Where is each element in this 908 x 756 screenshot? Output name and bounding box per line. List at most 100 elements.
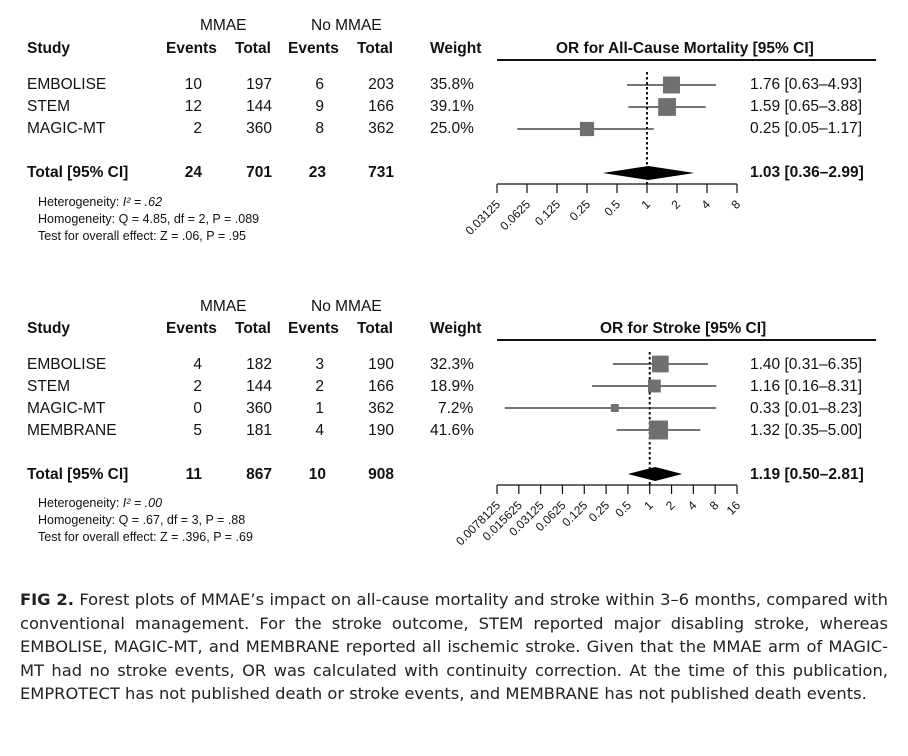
overall-effect-value: Z = .396, P = .69 <box>160 530 253 544</box>
weight: 35.8% <box>430 76 474 93</box>
header-total-control: Total <box>357 320 393 337</box>
events-control: 1 <box>315 400 324 417</box>
group-label-no-mmae: No MMAE <box>311 17 382 34</box>
study-name: MAGIC-MT <box>27 120 106 137</box>
weight: 39.1% <box>430 98 474 115</box>
header-weight: Weight <box>430 320 482 337</box>
or-square <box>658 98 676 116</box>
events-control: 2 <box>315 378 324 395</box>
study-name: MAGIC-MT <box>27 400 106 417</box>
events-control: 3 <box>315 356 324 373</box>
total-mmae: 197 <box>246 76 272 93</box>
events-control: 9 <box>315 98 324 115</box>
events-mmae: 2 <box>193 378 202 395</box>
or-square <box>651 355 669 373</box>
or-square <box>579 121 595 137</box>
ci-text: 1.16 [0.16–8.31] <box>750 378 863 395</box>
heterogeneity-value: I² = .62 <box>122 195 163 209</box>
events-mmae: 10 <box>184 76 202 93</box>
caption-text: Forest plots of MMAE’s impact on all-cau… <box>20 590 888 703</box>
overall-effect-stat: Test for overall effect: Z = .396, P = .… <box>38 530 253 545</box>
group-label-mmae: MMAE <box>200 17 247 34</box>
total-n-control: 731 <box>368 164 394 181</box>
events-mmae: 0 <box>193 400 202 417</box>
total-events-control: 10 <box>308 466 326 483</box>
total-mmae: 360 <box>246 400 272 417</box>
weight: 41.6% <box>430 422 474 439</box>
ci-text: 0.25 [0.05–1.17] <box>750 120 863 137</box>
heterogeneity-stat: Heterogeneity: I² = .62 <box>38 195 162 210</box>
header-total-control: Total <box>357 40 393 57</box>
study-name: STEM <box>27 98 71 115</box>
homogeneity-value: Q = 4.85, df = 2, P = .089 <box>118 212 260 226</box>
total-label: Total [95% CI] <box>27 164 129 181</box>
total-mmae: 144 <box>246 98 272 115</box>
x-axis-tick-label: 1 <box>641 498 656 513</box>
ci-text: 1.40 [0.31–6.35] <box>750 356 863 373</box>
events-mmae: 4 <box>193 356 202 373</box>
plot-title: OR for All-Cause Mortality [95% CI] <box>556 40 814 57</box>
total-control: 166 <box>368 378 394 395</box>
header-study: Study <box>27 320 71 337</box>
heterogeneity-label: Heterogeneity: <box>38 496 123 510</box>
x-axis-tick-label: 1 <box>638 197 653 212</box>
or-square <box>610 404 619 412</box>
overall-effect-label: Test for overall effect: <box>38 229 161 243</box>
total-label: Total [95% CI] <box>27 466 129 483</box>
homogeneity-stat: Homogeneity: Q = 4.85, df = 2, P = .089 <box>38 212 259 227</box>
total-mmae: 181 <box>246 422 272 439</box>
x-axis-tick-label: 16 <box>724 498 744 518</box>
homogeneity-value: Q = .67, df = 3, P = .88 <box>118 513 246 527</box>
total-control: 203 <box>368 76 394 93</box>
heterogeneity-value: I² = .00 <box>122 496 163 510</box>
events-control: 8 <box>315 120 324 137</box>
group-label-mmae: MMAE <box>200 298 247 315</box>
total-mmae: 182 <box>246 356 272 373</box>
events-mmae: 5 <box>193 422 202 439</box>
group-label-no-mmae: No MMAE <box>311 298 382 315</box>
weight: 18.9% <box>430 378 474 395</box>
header-study: Study <box>27 40 71 57</box>
x-axis-tick-label: 0.25 <box>567 197 594 224</box>
x-axis-tick-label: 2 <box>668 197 683 212</box>
total-control: 190 <box>368 422 394 439</box>
overall-effect-label: Test for overall effect: <box>38 530 161 544</box>
x-axis-tick-label: 8 <box>707 498 722 513</box>
x-axis-tick-label: 0.5 <box>601 197 623 219</box>
or-square <box>648 420 668 440</box>
overall-effect-stat: Test for overall effect: Z = .06, P = .9… <box>38 229 246 244</box>
pooled-diamond <box>602 166 695 180</box>
figure-caption: FIG 2. Forest plots of MMAE’s impact on … <box>20 588 888 706</box>
x-axis-tick-label: 0.5 <box>612 498 634 520</box>
weight: 25.0% <box>430 120 474 137</box>
x-axis-tick-label: 8 <box>728 197 743 212</box>
header-events-control: Events <box>288 320 339 337</box>
ci-text: 1.59 [0.65–3.88] <box>750 98 863 115</box>
events-control: 4 <box>315 422 324 439</box>
weight: 32.3% <box>430 356 474 373</box>
events-control: 6 <box>315 76 324 93</box>
x-axis-tick-label: 0.0625 <box>497 197 533 233</box>
total-control: 190 <box>368 356 394 373</box>
caption-label: FIG 2. <box>20 590 74 609</box>
or-square <box>647 379 661 393</box>
total-control: 166 <box>368 98 394 115</box>
total-n-control: 908 <box>368 466 394 483</box>
x-axis-tick-label: 4 <box>698 197 713 212</box>
total-ci-text: 1.19 [0.50–2.81] <box>750 466 864 483</box>
pooled-diamond <box>627 467 683 481</box>
header-events-mmae: Events <box>166 40 217 57</box>
total-events-mmae: 24 <box>184 164 202 181</box>
ci-text: 0.33 [0.01–8.23] <box>750 400 863 417</box>
events-mmae: 12 <box>184 98 202 115</box>
total-events-control: 23 <box>308 164 326 181</box>
study-name: MEMBRANE <box>27 422 117 439</box>
header-total-mmae: Total <box>235 40 271 57</box>
header-total-mmae: Total <box>235 320 271 337</box>
total-n-mmae: 701 <box>246 164 272 181</box>
total-control: 362 <box>368 400 394 417</box>
heterogeneity-label: Heterogeneity: <box>38 195 123 209</box>
plot-title: OR for Stroke [95% CI] <box>600 320 767 337</box>
events-mmae: 2 <box>193 120 202 137</box>
